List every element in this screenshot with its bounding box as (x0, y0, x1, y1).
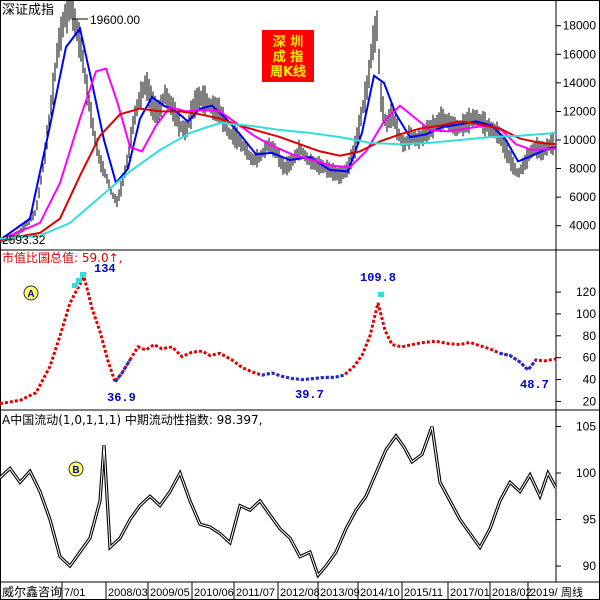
period-label: 周线 (561, 585, 583, 599)
ratio-annotation: 109.8 (360, 271, 396, 285)
peak-marker (80, 272, 86, 277)
y-tick-label: 95 (583, 513, 597, 527)
peak-label: 19600.00 (90, 13, 140, 27)
stamp-text: 成 指 (273, 49, 304, 65)
marker-b-label: B (72, 465, 79, 476)
x-tick-label: 2013/09 (320, 587, 360, 599)
footer-label: 威尔鑫咨询 (2, 584, 62, 599)
x-tick-label: 2009/05 (150, 587, 190, 599)
y-tick-label: 80 (583, 329, 597, 343)
stamp-text: 周K线 (270, 64, 306, 80)
marker-a-circle (23, 285, 39, 301)
ratio-low-segment (261, 371, 345, 382)
ratio-line (0, 272, 557, 406)
ratio-low-segment (499, 351, 538, 373)
x-tick-label: 2015/11 (404, 587, 443, 599)
y-tick-label: 100 (576, 307, 596, 321)
ratio-low-segment (113, 359, 132, 383)
x-tick-label: 2014/10 (360, 587, 400, 599)
chart-title: 深证成指 (2, 3, 54, 18)
x-tick-label: 2017/01 (450, 587, 490, 599)
y-tick-label: 105 (576, 420, 596, 434)
x-tick-label: 2011/07 (236, 587, 275, 599)
y-tick-label: 12000 (563, 104, 597, 118)
ratio-annotation: 134 (94, 262, 116, 276)
y-tick-label: 20 (583, 394, 597, 408)
y-tick-label: 18000 (563, 19, 597, 33)
y-tick-label: 14000 (563, 76, 597, 90)
x-tick-label: 2010/06 (194, 587, 234, 599)
y-tick-label: 120 (576, 285, 596, 299)
liquidity-line-outer (0, 425, 558, 579)
x-tick-label: 2019/ (530, 587, 558, 599)
y-tick-label: 4000 (569, 219, 596, 233)
pane2-title: 市值比国总值: 59.0↑, (2, 250, 122, 265)
pane3-title: A中国流动(1,0,1,1,1) 中期流动性指数: 98.397, (2, 412, 262, 427)
peak-marker (72, 283, 78, 288)
trough-label: 2593.32 (2, 233, 46, 247)
peak-marker (76, 278, 82, 283)
liquidity-line-inner (0, 426, 557, 577)
y-tick-label: 90 (583, 559, 597, 573)
moving-average-line (0, 121, 557, 240)
y-tick-label: 16000 (563, 47, 597, 61)
moving-average-line (0, 107, 557, 241)
y-tick-label: 60 (583, 351, 597, 365)
marker-b-circle (68, 461, 84, 477)
moving-average-line (0, 67, 557, 241)
x-tick-label: 2012/08 (280, 587, 320, 599)
y-tick-label: 6000 (569, 190, 596, 204)
marker-a-label: A (27, 289, 34, 300)
x-tick-label: 7/01 (64, 587, 85, 599)
peak-marker (378, 292, 384, 297)
x-tick-label: 2008/03 (108, 587, 148, 599)
stamp-text: 深 圳 (273, 34, 304, 50)
stamp-box (262, 30, 314, 82)
ratio-annotation: 39.7 (295, 388, 324, 402)
ratio-annotation: 36.9 (107, 391, 136, 405)
y-tick-label: 8000 (569, 162, 596, 176)
x-tick-label: 2018/02 (492, 587, 532, 599)
y-tick-label: 100 (576, 466, 596, 480)
y-tick-label: 10000 (563, 133, 597, 147)
y-tick-label: 40 (583, 373, 597, 387)
ratio-annotation: 48.7 (520, 378, 549, 392)
